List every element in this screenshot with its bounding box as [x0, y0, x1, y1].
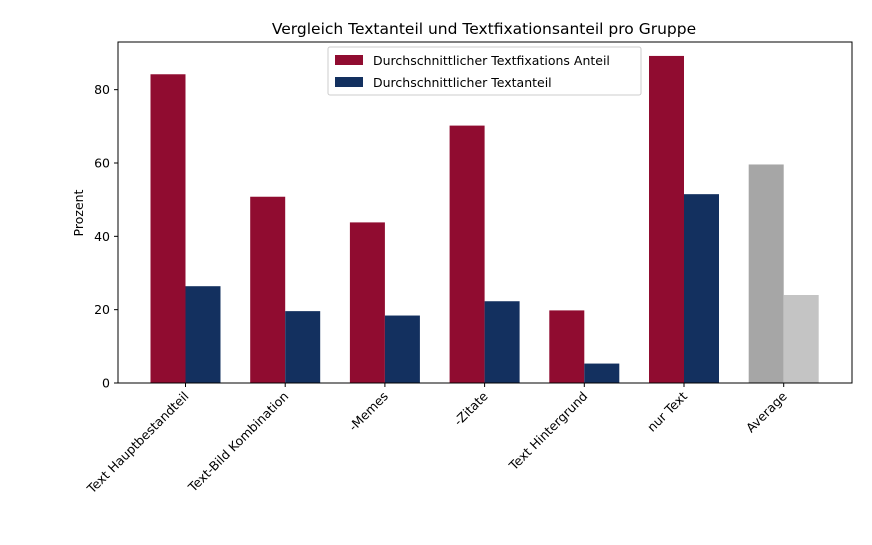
- bars-layer: [150, 55, 819, 384]
- x-tick-label: Text-Bild Kombination: [184, 389, 291, 496]
- x-tick-label: -Memes: [346, 389, 392, 435]
- y-tick-label: 80: [94, 82, 110, 97]
- bar-textfixation-5: [649, 55, 684, 383]
- chart-title: Vergleich Textanteil und Textfixationsan…: [272, 20, 696, 38]
- legend: Durchschnittlicher Textfixations Anteil D…: [327, 46, 642, 96]
- bar-textanteil-4: [584, 363, 620, 383]
- plot-frame: [117, 41, 853, 384]
- x-tick-label: nur Text: [644, 388, 690, 434]
- bar-textfixation-3: [449, 125, 485, 383]
- x-tick-label: Text Hintergrund: [505, 389, 590, 474]
- x-tick-label: Average: [743, 388, 790, 435]
- bar-textfixation-6: [748, 164, 784, 383]
- bar-textfixation-4: [549, 310, 585, 383]
- y-tick-label: 40: [94, 229, 110, 244]
- legend-entry: Durchschnittlicher Textfixations Anteil: [373, 53, 610, 68]
- bar-textanteil-6: [783, 295, 819, 383]
- y-tick-label: 20: [94, 302, 110, 317]
- bar-textanteil-5: [684, 194, 719, 383]
- x-tick-label: Text Hauptbestandteil: [83, 389, 191, 497]
- y-tick-label: 0: [102, 376, 110, 391]
- bar-textanteil-1: [285, 311, 321, 383]
- legend-entry: Durchschnittlicher Textanteil: [373, 75, 552, 90]
- bar-textanteil-0: [185, 286, 221, 383]
- legend-swatch: [335, 77, 363, 87]
- bar-textfixation-1: [250, 196, 286, 383]
- bar-textanteil-2: [384, 315, 420, 383]
- bar-textfixation-2: [349, 222, 385, 383]
- y-axis: 0 20 40 60 80: [94, 82, 118, 391]
- bar-textanteil-3: [484, 301, 520, 383]
- y-tick-label: 60: [94, 156, 110, 171]
- y-axis-label: Prozent: [71, 189, 86, 236]
- legend-swatch: [335, 55, 363, 65]
- legend-box: [327, 46, 642, 96]
- x-tick-label: -Zitate: [451, 388, 491, 428]
- bar-textfixation-0: [150, 74, 186, 384]
